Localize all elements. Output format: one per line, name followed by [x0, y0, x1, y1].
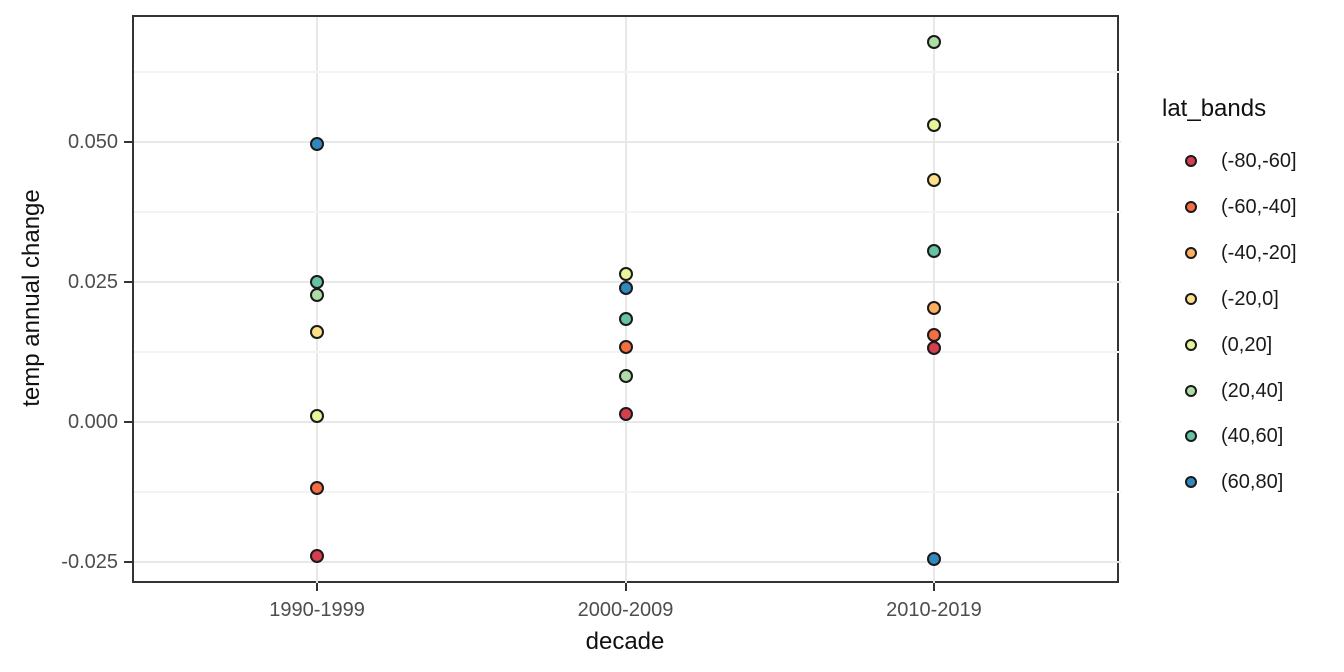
x-axis-tick-label: 1990-1999	[269, 599, 365, 621]
legend-key-circle	[1185, 155, 1197, 167]
x-axis-tick-label: 2000-2009	[577, 599, 674, 621]
gridline-major	[134, 420, 1121, 423]
legend-key-circle	[1185, 292, 1197, 305]
data-point	[926, 35, 941, 50]
legend-entry-label: (-20,0]	[1221, 287, 1279, 310]
y-axis-tick	[124, 140, 132, 143]
y-axis-tick-label: 0.050	[67, 130, 118, 153]
data-point	[618, 281, 633, 296]
data-point	[926, 244, 941, 259]
legend-entry-label: (20,40]	[1221, 379, 1284, 402]
data-point	[926, 341, 941, 356]
gridline-major	[134, 560, 1121, 563]
gridline-minor	[134, 210, 1121, 213]
y-axis-tick-label: -0.025	[61, 550, 118, 573]
gridline-minor	[134, 490, 1121, 493]
x-axis-tick	[624, 583, 627, 591]
y-axis-tick-label: 0.000	[67, 410, 118, 433]
legend-key-circle	[1185, 246, 1197, 259]
data-point	[618, 369, 633, 384]
data-point	[618, 266, 633, 281]
data-point	[926, 173, 941, 188]
y-axis-title: temp annual change	[18, 189, 45, 407]
data-point	[310, 136, 325, 151]
legend-entry-label: (40,60]	[1221, 425, 1284, 448]
data-point	[310, 409, 325, 424]
x-axis-title: decade	[585, 628, 665, 655]
data-point	[310, 549, 325, 564]
data-point	[926, 551, 941, 566]
gridline-major	[134, 140, 1121, 143]
data-point	[926, 328, 941, 343]
plot-panel	[132, 15, 1121, 585]
data-point	[618, 339, 633, 354]
legend-entry-label: (-40,-20]	[1221, 241, 1297, 264]
legend-entry-label: (60,80]	[1221, 471, 1284, 494]
legend-entry-label: (-80,-60]	[1221, 150, 1297, 172]
legend-key-circle	[1185, 384, 1197, 397]
data-point	[618, 311, 633, 326]
data-point	[310, 275, 325, 290]
data-point	[618, 407, 633, 422]
legend-title: lat_bands	[1162, 95, 1267, 122]
legend-key-circle	[1185, 430, 1197, 443]
y-axis-tick	[124, 420, 132, 423]
gridline-vertical	[932, 17, 935, 585]
data-point	[310, 481, 325, 496]
y-axis-tick	[124, 560, 132, 563]
gridline-minor	[134, 70, 1121, 73]
legend-entry-label: (-60,-40]	[1221, 195, 1297, 218]
legend-key-circle	[1185, 338, 1197, 351]
x-axis-tick	[932, 583, 935, 591]
y-axis-tick	[124, 280, 132, 283]
gridline-vertical	[624, 17, 627, 585]
y-axis-tick-label: 0.025	[67, 270, 118, 293]
legend-entry-label: (0,20]	[1221, 333, 1273, 356]
data-point	[926, 117, 941, 132]
data-point	[310, 324, 325, 339]
legend-key-circle	[1185, 476, 1197, 489]
legend-key-circle	[1185, 200, 1197, 213]
x-axis-tick-label: 2010-2019	[886, 599, 982, 621]
data-point	[310, 288, 325, 303]
data-point	[926, 301, 941, 316]
x-axis-tick	[316, 583, 319, 591]
